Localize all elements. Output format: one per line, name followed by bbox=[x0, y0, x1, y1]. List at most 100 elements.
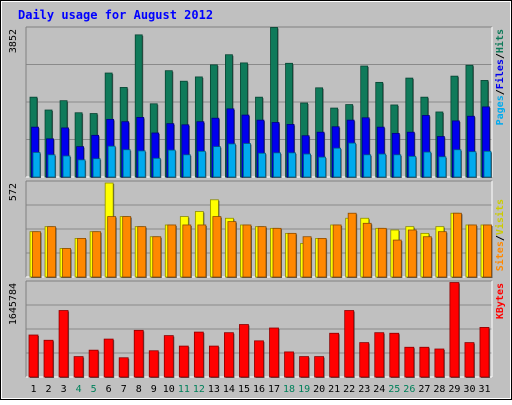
x-tick-label: 2 bbox=[46, 384, 52, 395]
kbytes-bar bbox=[404, 346, 415, 378]
pages-bar bbox=[393, 154, 402, 178]
x-tick-label: 21 bbox=[328, 384, 340, 395]
sites-bar bbox=[483, 224, 492, 278]
sites-bar bbox=[287, 232, 297, 278]
pages-bar bbox=[363, 154, 372, 178]
sites-bar bbox=[47, 226, 56, 278]
sites-bar bbox=[302, 236, 312, 278]
pages-bar bbox=[167, 149, 176, 178]
pages-bar bbox=[243, 143, 251, 178]
x-tick-label: 8 bbox=[136, 384, 142, 395]
hits-files-pages-panel bbox=[25, 26, 493, 179]
y-max-label-kbytes: 1645784 bbox=[8, 283, 19, 325]
sites-bar bbox=[227, 221, 237, 278]
kbytes-bar bbox=[269, 327, 279, 378]
kbytes-panel bbox=[25, 280, 493, 378]
x-tick-label: 4 bbox=[76, 384, 82, 395]
bars bbox=[28, 282, 490, 378]
pages-bar bbox=[107, 145, 116, 178]
kbytes-bar bbox=[389, 332, 400, 378]
pages-bar bbox=[438, 156, 447, 178]
x-tick-label: 6 bbox=[106, 384, 112, 395]
y-max-label-hits: 3852 bbox=[8, 29, 19, 53]
sites-bar bbox=[77, 237, 86, 278]
sites-bar bbox=[332, 224, 342, 278]
pages-bar bbox=[212, 146, 221, 178]
x-tick-label: 5 bbox=[91, 384, 97, 395]
sites-bar bbox=[197, 224, 207, 278]
sites-bar bbox=[212, 216, 222, 278]
sites-bar bbox=[407, 229, 417, 278]
sites-bar bbox=[317, 237, 327, 278]
x-tick-label: 28 bbox=[433, 384, 445, 395]
sites-bar bbox=[152, 236, 162, 278]
pages-bar bbox=[258, 152, 266, 178]
kbytes-bar bbox=[73, 356, 84, 378]
x-tick-label: 11 bbox=[178, 384, 190, 395]
x-tick-label: 30 bbox=[463, 384, 475, 395]
pages-bar bbox=[137, 150, 146, 178]
kbytes-bar bbox=[419, 346, 430, 378]
legend-pages: Pages bbox=[495, 95, 506, 125]
pages-bar bbox=[453, 149, 462, 178]
pages-bar bbox=[92, 158, 101, 178]
kbytes-bar bbox=[329, 332, 340, 378]
pages-bar bbox=[182, 154, 191, 178]
x-tick-label: 22 bbox=[343, 384, 355, 395]
graph-frame-highlight bbox=[1, 1, 511, 399]
sites-bar bbox=[92, 231, 102, 278]
kbytes-bar bbox=[464, 342, 475, 378]
sites-bar bbox=[422, 236, 432, 278]
pages-bar bbox=[318, 156, 327, 178]
sites-bar bbox=[453, 212, 462, 278]
x-tick-label: 20 bbox=[313, 384, 325, 395]
legend-sites-visits: Sites/Visits bbox=[494, 199, 506, 271]
x-tick-label: 9 bbox=[151, 384, 157, 395]
sites-bar bbox=[468, 224, 477, 278]
kbytes-bar bbox=[148, 350, 159, 378]
pages-bar bbox=[228, 143, 236, 178]
pages-bar bbox=[483, 150, 492, 178]
pages-bar bbox=[273, 152, 281, 178]
kbytes-bar bbox=[163, 335, 174, 378]
x-tick-label: 19 bbox=[298, 384, 310, 395]
pages-bar bbox=[32, 152, 41, 178]
legend-kbytes-label: KBytes bbox=[495, 283, 506, 319]
pages-bar bbox=[197, 150, 206, 178]
pages-bar bbox=[152, 157, 161, 178]
kbytes-bar bbox=[254, 340, 264, 378]
sites-bar bbox=[62, 248, 71, 278]
kbytes-bar bbox=[449, 282, 460, 378]
sites-bar bbox=[107, 216, 117, 278]
x-tick-label: 3 bbox=[61, 384, 67, 395]
pages-bar bbox=[408, 155, 417, 178]
legend-separator: / bbox=[495, 235, 506, 241]
x-tick-label: 1 bbox=[31, 384, 37, 395]
sites-bar bbox=[257, 226, 267, 278]
legend-visits: Visits bbox=[494, 199, 506, 235]
pages-bar bbox=[348, 142, 357, 178]
x-tick-label: 16 bbox=[253, 384, 265, 395]
sites-bar bbox=[272, 227, 282, 278]
kbytes-bar bbox=[374, 332, 385, 378]
legend-separator: / bbox=[495, 89, 506, 95]
y-max-label-visits: 572 bbox=[8, 183, 19, 201]
kbytes-bar bbox=[133, 329, 144, 378]
pages-bar bbox=[333, 147, 342, 178]
sites-bar bbox=[362, 222, 372, 278]
visits-sites-panel bbox=[25, 180, 493, 278]
pages-bar bbox=[77, 159, 86, 178]
kbytes-bar bbox=[434, 348, 445, 378]
pages-bar bbox=[378, 153, 387, 178]
chart-title: Daily usage for August 2012 bbox=[18, 8, 213, 22]
kbytes-bar bbox=[284, 351, 294, 378]
x-tick-label: 17 bbox=[268, 384, 280, 395]
kbytes-bar bbox=[314, 356, 325, 378]
x-tick-label: 25 bbox=[388, 384, 400, 395]
pages-bar bbox=[62, 155, 71, 178]
kbytes-bar bbox=[58, 310, 69, 378]
x-tick-label: 15 bbox=[238, 384, 250, 395]
pages-bar bbox=[47, 154, 56, 178]
kbytes-bar bbox=[43, 339, 54, 378]
